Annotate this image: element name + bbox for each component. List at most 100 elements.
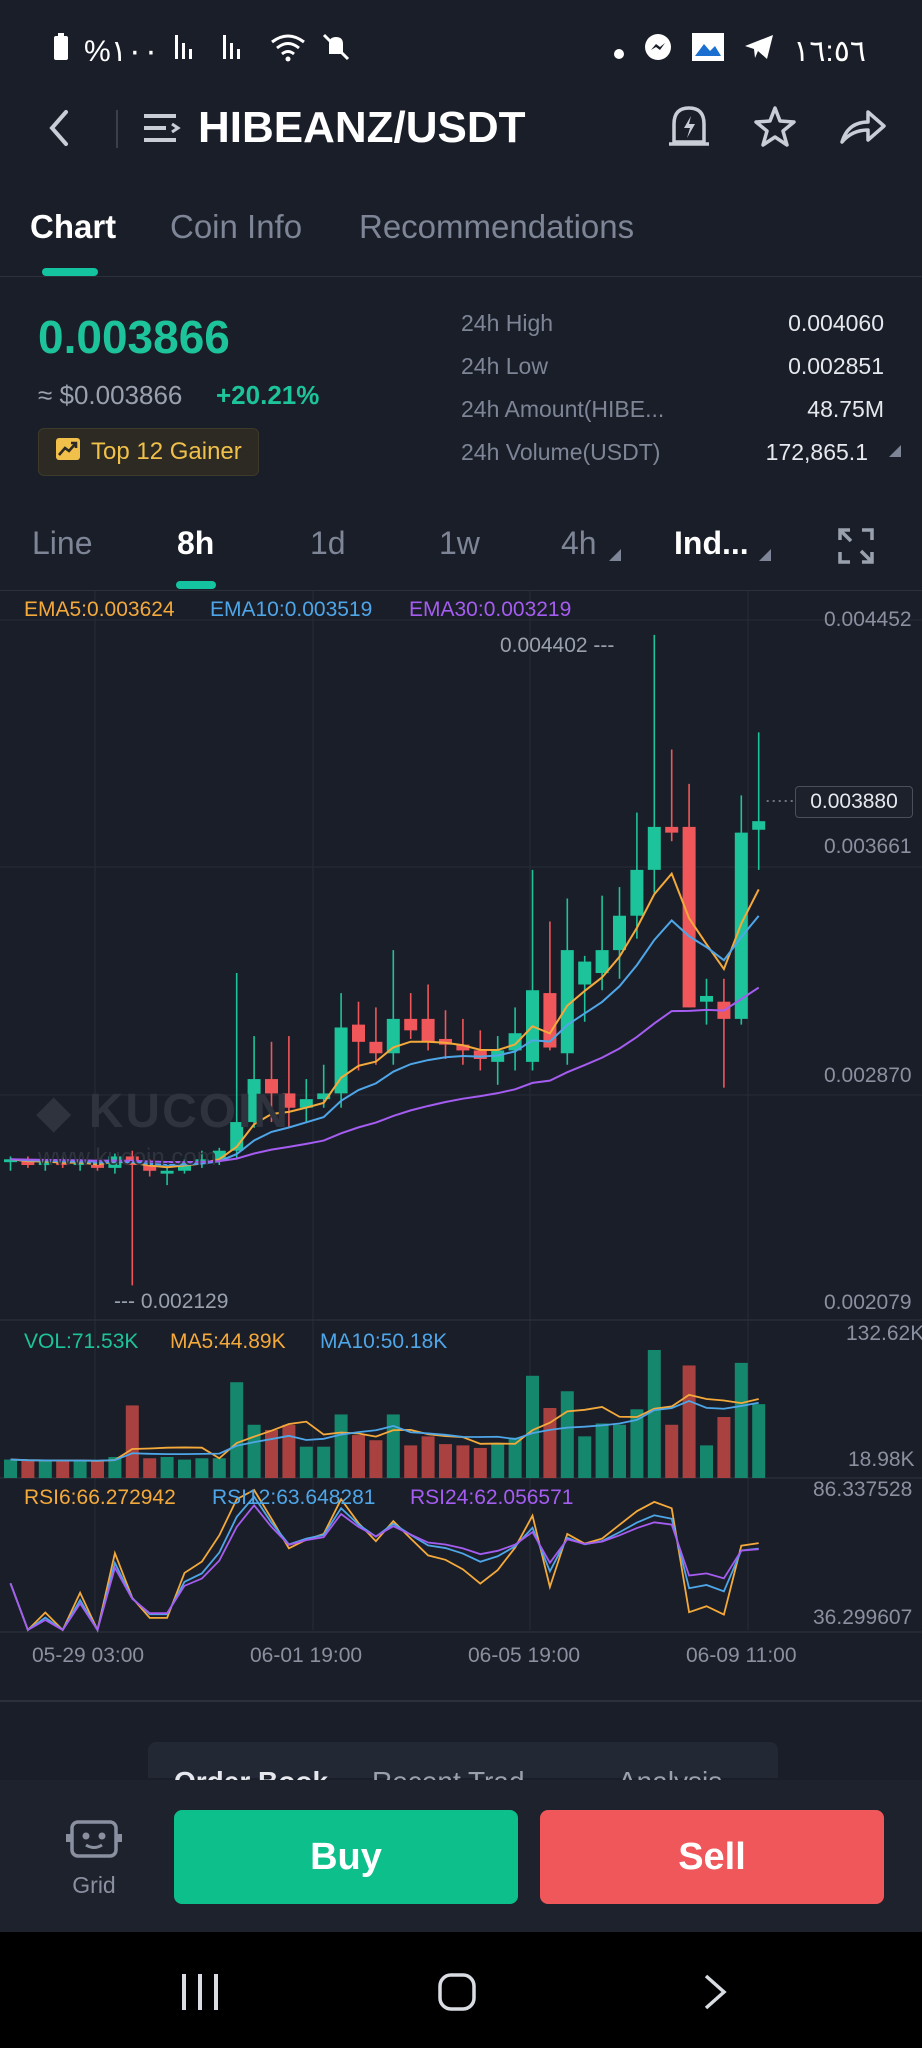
robot-icon (66, 1818, 122, 1868)
volume-bar (491, 1444, 505, 1478)
sell-button[interactable]: Sell (540, 1810, 884, 1904)
kline-chart[interactable] (0, 590, 922, 1700)
volume-bar (526, 1375, 539, 1478)
ema30-legend: EMA30:0.003219 (409, 598, 572, 621)
price-axis-label: 0.002079 (824, 1291, 912, 1314)
candle (421, 1018, 435, 1042)
low-price-marker: --- 0.002129 (114, 1290, 229, 1313)
ema30-line (10, 986, 760, 1164)
toggle-triangle-icon[interactable] (888, 444, 902, 463)
x-axis-label: 05-29 03:00 (32, 1644, 145, 1667)
status-right: ١٦:٥٦ (613, 32, 866, 70)
volume-bar (630, 1409, 644, 1478)
back-icon[interactable] (44, 104, 74, 162)
volume-bar (247, 1424, 261, 1478)
volume-bar (473, 1447, 487, 1478)
stat-24h-volume-value[interactable]: 172,865.1 (765, 439, 868, 465)
gallery-icon (691, 32, 725, 70)
volume-bar (282, 1424, 296, 1478)
candle (265, 1079, 278, 1094)
battery-icon (52, 32, 70, 70)
tab-analysis[interactable]: Analysis (618, 1766, 722, 1780)
order-book-tabs (148, 1742, 778, 1778)
ema5-legend: EMA5:0.003624 (24, 598, 175, 621)
volume-bar (752, 1404, 766, 1478)
menu-icon[interactable] (140, 104, 184, 162)
x-axis-label: 06-09 11:00 (686, 1644, 797, 1667)
ma5-legend: MA5:44.89K (170, 1330, 286, 1353)
tab-coin-info[interactable]: Coin Info (170, 208, 303, 245)
star-icon[interactable] (752, 102, 798, 162)
volume-axis-min: 18.98K (848, 1448, 915, 1471)
vol-legend: VOL:71.53K (24, 1330, 139, 1353)
candle (613, 915, 626, 951)
signal-icon (173, 33, 207, 69)
volume-bar (352, 1435, 365, 1478)
volume-bar (212, 1458, 226, 1478)
stat-24h-low-value: 0.002851 (788, 353, 884, 379)
kucoin-watermark-url: www.kucoin.com (38, 1144, 217, 1171)
volume-layer (4, 1350, 766, 1478)
volume-bar (21, 1460, 35, 1478)
volume-bar (404, 1445, 418, 1478)
rsi-axis-min: 36.299607 (813, 1606, 913, 1629)
tab-recent-trades[interactable]: Recent Trad... (372, 1766, 548, 1780)
status-left: %١٠٠ (52, 32, 351, 70)
candles-layer (4, 634, 795, 1286)
candle (473, 1050, 487, 1060)
volume-bar (578, 1436, 592, 1478)
share-icon[interactable] (838, 102, 888, 162)
price-change: +20.21% (216, 380, 320, 410)
buy-button[interactable]: Buy (174, 1810, 518, 1904)
top-gainer-badge[interactable]: Top 12 Gainer (38, 428, 259, 476)
candle (595, 950, 609, 974)
candle (212, 1150, 226, 1160)
interval-1w[interactable]: 1w (439, 525, 480, 561)
volume-bar (508, 1437, 522, 1478)
clock-time: ١٦:٥٦ (793, 34, 866, 68)
candle (4, 1159, 17, 1163)
tab-chart[interactable]: Chart (30, 208, 117, 245)
candle (352, 1024, 365, 1042)
indicators-menu[interactable]: Ind... (674, 525, 749, 561)
volume-bar (38, 1460, 52, 1478)
last-price: 0.003866 (38, 311, 230, 363)
volume-bar (421, 1436, 435, 1478)
candle (700, 995, 713, 1002)
volume-bar (665, 1424, 679, 1478)
interval-8h[interactable]: 8h (177, 525, 215, 561)
grid-button[interactable]: Grid (56, 1818, 132, 1899)
fiat-price: ≈ $0.003866 (38, 380, 183, 410)
volume-bar (369, 1440, 383, 1478)
volume-bar (613, 1424, 626, 1478)
volume-bar (700, 1445, 713, 1478)
x-axis-label: 06-01 19:00 (250, 1644, 363, 1667)
candle (665, 826, 679, 833)
candle (282, 1093, 296, 1108)
tab-order-book[interactable]: Order Book (174, 1766, 328, 1780)
volume-bar (91, 1460, 104, 1478)
volume-bar (334, 1414, 348, 1478)
tab-recommendations[interactable]: Recommendations (359, 208, 635, 245)
interval-active-indicator (176, 581, 216, 589)
price-axis-label: 0.004452 (824, 608, 912, 631)
pair-title[interactable]: HIBEANZ/USDT (198, 103, 526, 152)
volume-bar (195, 1458, 209, 1478)
stat-24h-high-value: 0.004060 (788, 310, 884, 336)
interval-line[interactable]: Line (32, 525, 93, 561)
tabs-divider (0, 276, 922, 277)
forward-icon[interactable] (700, 1972, 730, 2017)
price-alert-icon[interactable] (666, 102, 712, 162)
price-axis-label: 0.003661 (824, 835, 912, 858)
interval-4h[interactable]: 4h (561, 525, 597, 561)
home-icon[interactable] (437, 1972, 477, 2017)
rsi24-line (9, 1503, 759, 1633)
candle (247, 1079, 261, 1123)
dropdown-triangle-icon (758, 548, 772, 567)
interval-1d[interactable]: 1d (310, 525, 346, 561)
candle (752, 821, 766, 830)
volume-bar (160, 1456, 174, 1478)
fullscreen-icon[interactable] (836, 526, 876, 571)
recent-apps-icon[interactable] (178, 1972, 222, 2017)
stat-24h-high-label: 24h High (461, 310, 554, 336)
